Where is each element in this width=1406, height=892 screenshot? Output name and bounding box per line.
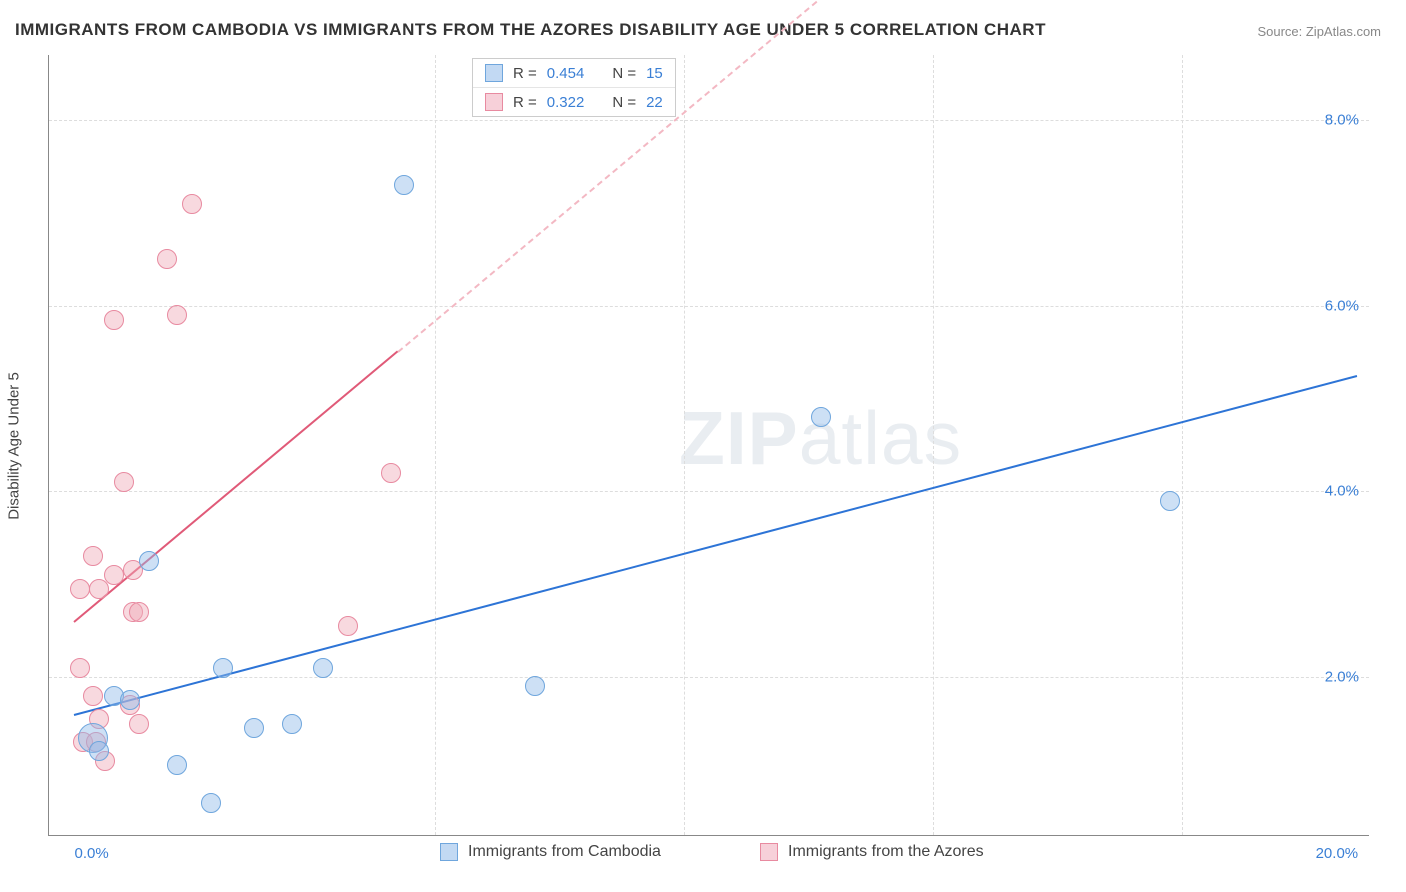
scatter-point-cambodia xyxy=(213,658,233,678)
stats-r-label: R = xyxy=(513,66,537,81)
stats-n-label: N = xyxy=(612,95,636,110)
stats-box: R = 0.454 N = 15 R = 0.322 N = 22 xyxy=(472,58,676,117)
scatter-point-azores xyxy=(381,463,401,483)
ytick-label: 6.0% xyxy=(1325,297,1359,314)
legend-label: Immigrants from the Azores xyxy=(788,843,984,861)
plot-area: ZIPatlas 2.0%4.0%6.0%8.0% xyxy=(48,55,1369,836)
ytick-label: 2.0% xyxy=(1325,669,1359,686)
scatter-point-cambodia xyxy=(89,741,109,761)
gridline-vertical xyxy=(1182,55,1183,835)
scatter-point-cambodia xyxy=(282,714,302,734)
ytick-label: 4.0% xyxy=(1325,483,1359,500)
gridline-horizontal xyxy=(49,120,1369,121)
legend-label: Immigrants from Cambodia xyxy=(468,843,661,861)
legend-item: Immigrants from Cambodia xyxy=(440,843,661,861)
legend-swatch-blue xyxy=(440,843,458,861)
watermark-zip: ZIP xyxy=(679,396,799,480)
stats-row: R = 0.454 N = 15 xyxy=(473,59,675,88)
scatter-point-azores xyxy=(129,602,149,622)
scatter-point-cambodia xyxy=(244,718,264,738)
scatter-point-azores xyxy=(83,546,103,566)
scatter-point-azores xyxy=(129,714,149,734)
scatter-point-azores xyxy=(114,472,134,492)
stats-row: R = 0.322 N = 22 xyxy=(473,88,675,116)
scatter-point-cambodia xyxy=(811,407,831,427)
legend-swatch-pink xyxy=(485,93,503,111)
legend-swatch-pink xyxy=(760,843,778,861)
scatter-point-cambodia xyxy=(1160,491,1180,511)
trendline-azores-dashed xyxy=(397,0,840,352)
scatter-point-cambodia xyxy=(167,755,187,775)
gridline-horizontal xyxy=(49,306,1369,307)
stats-r-label: R = xyxy=(513,95,537,110)
stats-r-value: 0.322 xyxy=(547,95,585,110)
scatter-point-cambodia xyxy=(120,690,140,710)
legend-item: Immigrants from the Azores xyxy=(760,843,984,861)
yaxis-title: Disability Age Under 5 xyxy=(6,372,23,520)
stats-r-value: 0.454 xyxy=(547,66,585,81)
gridline-vertical xyxy=(933,55,934,835)
xtick-label: 0.0% xyxy=(74,845,108,862)
scatter-point-azores xyxy=(167,305,187,325)
scatter-point-azores xyxy=(157,249,177,269)
scatter-point-cambodia xyxy=(313,658,333,678)
stats-n-value: 22 xyxy=(646,95,663,110)
scatter-point-azores xyxy=(182,194,202,214)
scatter-point-azores xyxy=(83,686,103,706)
chart-container: IMMIGRANTS FROM CAMBODIA VS IMMIGRANTS F… xyxy=(0,0,1406,892)
xtick-label: 20.0% xyxy=(1316,845,1359,862)
scatter-point-azores xyxy=(104,310,124,330)
stats-n-label: N = xyxy=(612,66,636,81)
scatter-point-cambodia xyxy=(139,551,159,571)
scatter-point-azores xyxy=(70,658,90,678)
chart-title: IMMIGRANTS FROM CAMBODIA VS IMMIGRANTS F… xyxy=(15,20,1046,40)
scatter-point-cambodia xyxy=(525,676,545,696)
scatter-point-azores xyxy=(104,565,124,585)
gridline-vertical xyxy=(684,55,685,835)
scatter-point-azores xyxy=(70,579,90,599)
trendline-cambodia xyxy=(74,375,1357,716)
scatter-point-azores xyxy=(89,579,109,599)
gridline-horizontal xyxy=(49,677,1369,678)
legend-swatch-blue xyxy=(485,64,503,82)
stats-n-value: 15 xyxy=(646,66,663,81)
scatter-point-azores xyxy=(338,616,358,636)
source-label: Source: ZipAtlas.com xyxy=(1257,24,1381,39)
scatter-point-cambodia xyxy=(394,175,414,195)
ytick-label: 8.0% xyxy=(1325,112,1359,129)
gridline-vertical xyxy=(435,55,436,835)
scatter-point-cambodia xyxy=(201,793,221,813)
